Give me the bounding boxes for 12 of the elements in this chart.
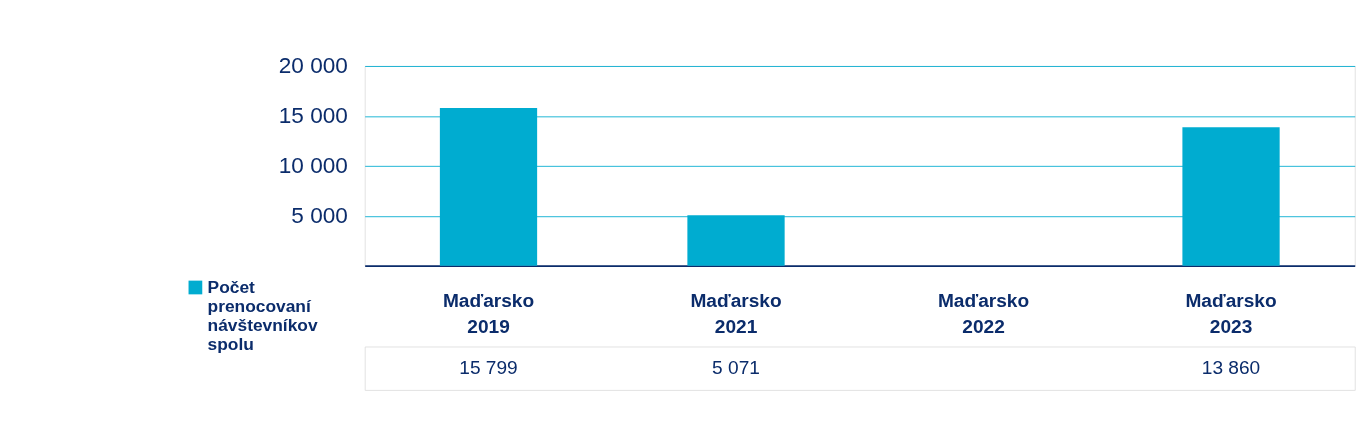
y-tick-label: 15 000 — [278, 103, 348, 129]
data-label: 13 860 — [1201, 357, 1261, 379]
y-tick-label: 20 000 — [278, 53, 348, 79]
x-tick-label: Maďarsko 2019 — [442, 290, 535, 338]
y-tick-label: 10 000 — [278, 153, 348, 179]
x-tick-label: Maďarsko 2022 — [937, 290, 1030, 338]
data-label: 15 799 — [459, 357, 518, 379]
legend-label: Počet prenocovaní návštevníkov spolu — [207, 276, 318, 355]
data-label: 5 071 — [712, 357, 760, 379]
x-tick-label: Maďarsko 2021 — [690, 290, 782, 338]
y-tick-label: 5 000 — [291, 203, 348, 229]
x-tick-label: Maďarsko 2023 — [1185, 290, 1277, 338]
